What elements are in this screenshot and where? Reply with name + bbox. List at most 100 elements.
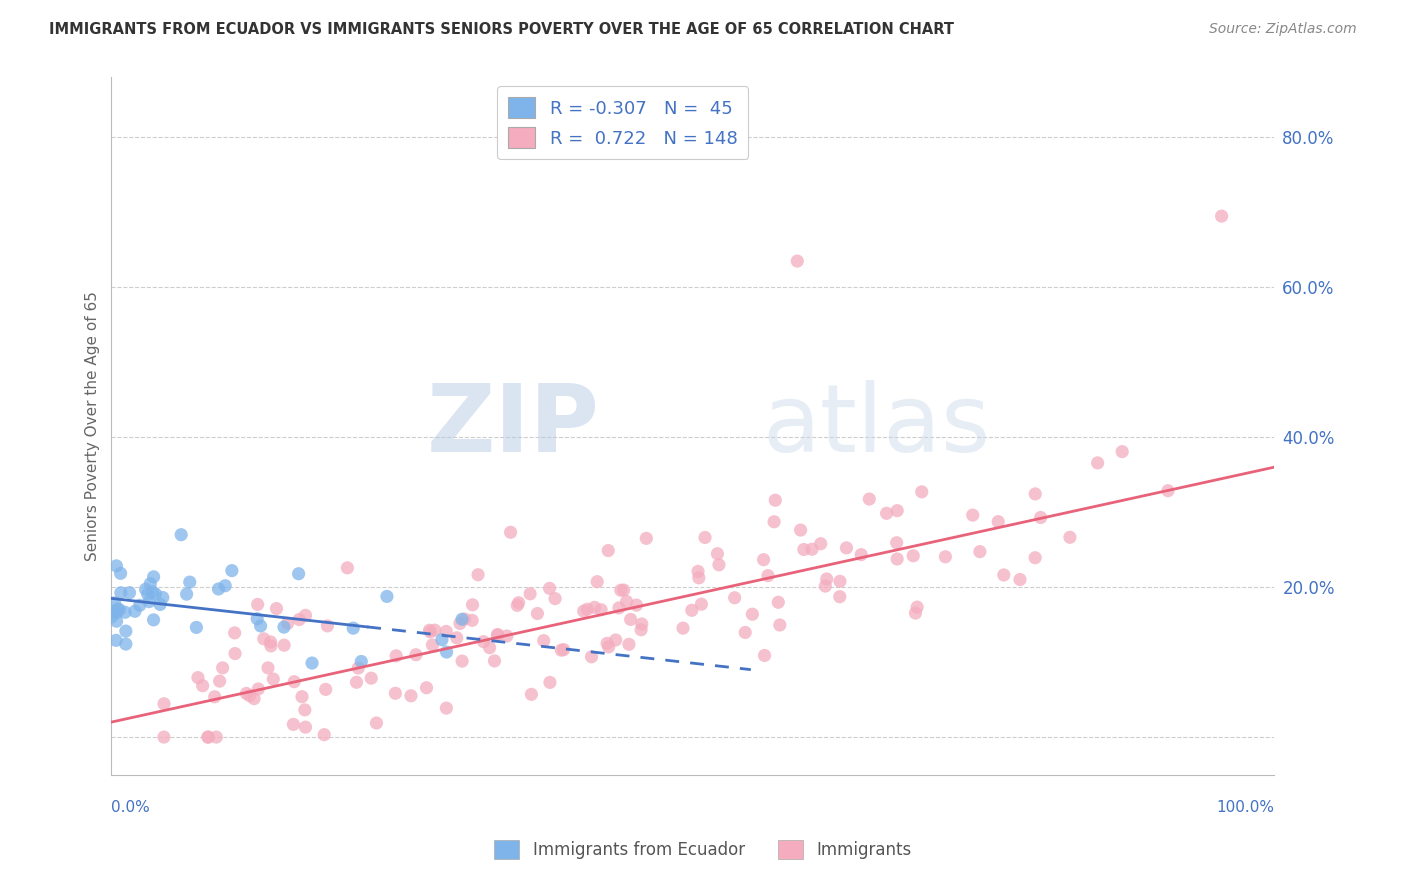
Point [993,568,1015,582]
Point [801,542,824,557]
Point [152,591,174,605]
Point [828,590,851,604]
Point [962,508,984,522]
Point [246,598,269,612]
Point [336,561,359,575]
Point [706,547,728,561]
Point [211,661,233,675]
Point [350,655,373,669]
Point [886,535,908,549]
Point [461,613,484,627]
Point [693,531,716,545]
Point [472,634,495,648]
Point [273,638,295,652]
Point [277,616,299,631]
Point [436,645,458,659]
Point [191,679,214,693]
Point [763,493,786,508]
Point [114,605,136,619]
Point [752,552,775,566]
Point [763,515,786,529]
Point [526,607,548,621]
Point [243,691,266,706]
Point [314,728,336,742]
Point [124,604,146,618]
Point [789,523,811,537]
Point [419,624,441,639]
Point [105,614,128,628]
Point [1111,444,1133,458]
Point [576,602,599,616]
Point [741,607,763,622]
Point [681,603,703,617]
Point [598,543,620,558]
Point [294,720,316,734]
Point [630,623,652,637]
Point [905,600,928,615]
Point [688,571,710,585]
Point [239,689,262,703]
Point [768,595,790,609]
Point [108,603,131,617]
Point [620,612,643,626]
Point [613,582,636,597]
Point [451,612,474,626]
Point [478,640,501,655]
Point [115,624,138,638]
Point [342,621,364,635]
Point [430,632,453,647]
Point [249,619,271,633]
Point [246,612,269,626]
Point [294,703,316,717]
Point [366,716,388,731]
Point [630,617,652,632]
Point [707,558,730,572]
Point [1059,530,1081,544]
Point [553,642,575,657]
Point [224,647,246,661]
Point [903,549,925,563]
Point [610,583,633,598]
Point [260,639,283,653]
Point [835,541,858,555]
Point [138,594,160,608]
Point [104,596,127,610]
Point [814,579,837,593]
Point [858,491,880,506]
Text: IMMIGRANTS FROM ECUADOR VS IMMIGRANTS SENIORS POVERTY OVER THE AGE OF 65 CORRELA: IMMIGRANTS FROM ECUADOR VS IMMIGRANTS SE… [49,22,955,37]
Text: 0.0%: 0.0% [111,799,150,814]
Point [461,598,484,612]
Point [886,503,908,517]
Point [734,625,756,640]
Point [672,621,695,635]
Point [221,564,243,578]
Point [294,608,316,623]
Point [110,586,132,600]
Point [139,576,162,591]
Point [153,697,176,711]
Point [467,567,489,582]
Point [197,730,219,744]
Point [110,566,132,581]
Point [283,717,305,731]
Point [486,628,509,642]
Point [607,601,630,615]
Point [434,701,457,715]
Point [100,610,122,624]
Point [520,687,543,701]
Point [385,648,408,663]
Point [288,613,311,627]
Point [259,635,281,649]
Point [533,633,555,648]
Point [142,613,165,627]
Point [105,558,128,573]
Point [724,591,747,605]
Point [1029,510,1052,524]
Point [626,598,648,612]
Point [145,587,167,601]
Point [1024,550,1046,565]
Point [170,527,193,541]
Point [247,681,270,696]
Point [934,549,956,564]
Point [508,596,530,610]
